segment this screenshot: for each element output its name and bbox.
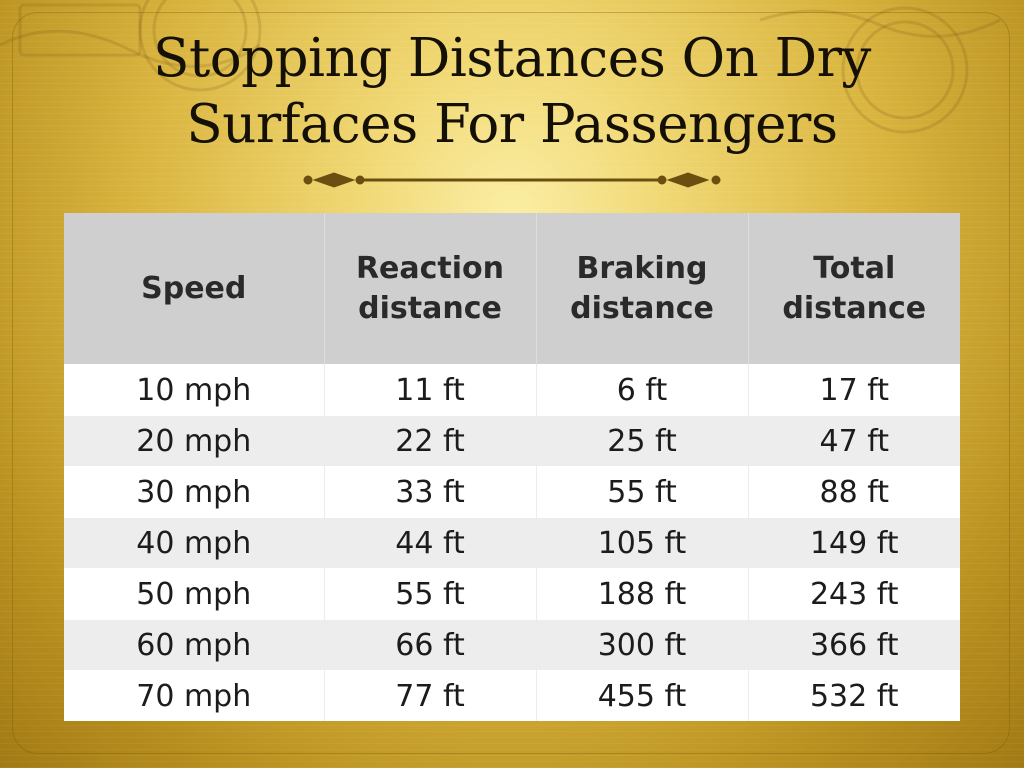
cell-total-distance: 532 ft <box>748 670 960 721</box>
cell-braking-distance: 55 ft <box>536 466 749 518</box>
cell-speed: 20 mph <box>64 415 325 467</box>
header-speed: Speed <box>64 213 325 365</box>
cell-total-distance: 47 ft <box>748 415 960 467</box>
table-row: 40 mph 44 ft 105 ft 149 ft <box>64 517 960 569</box>
cell-braking-distance: 300 ft <box>536 619 749 671</box>
cell-braking-distance: 25 ft <box>536 415 749 467</box>
header-total-distance: Total distance <box>748 213 960 365</box>
cell-reaction-distance: 11 ft <box>324 364 537 416</box>
cell-reaction-distance: 44 ft <box>324 517 537 569</box>
table-header-row: Speed Reaction distance Braking distance… <box>64 213 960 365</box>
cell-reaction-distance: 66 ft <box>324 619 537 671</box>
cell-total-distance: 149 ft <box>748 517 960 569</box>
cell-braking-distance: 455 ft <box>536 670 749 721</box>
ornamental-divider-icon <box>303 172 721 188</box>
header-braking-distance: Braking distance <box>536 213 749 365</box>
cell-reaction-distance: 77 ft <box>324 670 537 721</box>
cell-reaction-distance: 55 ft <box>324 568 537 620</box>
slide-title: Stopping Distances On Dry Surfaces For P… <box>40 26 984 158</box>
cell-braking-distance: 6 ft <box>536 364 749 416</box>
cell-speed: 40 mph <box>64 517 325 569</box>
slide-frame <box>12 12 1010 754</box>
cell-speed: 10 mph <box>64 364 325 416</box>
title-line-2: Surfaces For Passengers <box>186 94 838 155</box>
cell-total-distance: 88 ft <box>748 466 960 518</box>
stopping-distance-table-container: Speed Reaction distance Braking distance… <box>64 213 960 721</box>
cell-speed: 50 mph <box>64 568 325 620</box>
cell-total-distance: 17 ft <box>748 364 960 416</box>
cell-reaction-distance: 33 ft <box>324 466 537 518</box>
table-row: 70 mph 77 ft 455 ft 532 ft <box>64 670 960 721</box>
table-row: 60 mph 66 ft 300 ft 366 ft <box>64 619 960 671</box>
table-row: 20 mph 22 ft 25 ft 47 ft <box>64 415 960 467</box>
table-row: 50 mph 55 ft 188 ft 243 ft <box>64 568 960 620</box>
table-row: 30 mph 33 ft 55 ft 88 ft <box>64 466 960 518</box>
stopping-distance-table: Speed Reaction distance Braking distance… <box>64 213 960 721</box>
table-row: 10 mph 11 ft 6 ft 17 ft <box>64 364 960 416</box>
header-reaction-distance: Reaction distance <box>324 213 537 365</box>
cell-speed: 60 mph <box>64 619 325 671</box>
cell-reaction-distance: 22 ft <box>324 415 537 467</box>
cell-total-distance: 366 ft <box>748 619 960 671</box>
cell-braking-distance: 105 ft <box>536 517 749 569</box>
cell-speed: 70 mph <box>64 670 325 721</box>
title-line-1: Stopping Distances On Dry <box>153 28 871 89</box>
cell-speed: 30 mph <box>64 466 325 518</box>
cell-braking-distance: 188 ft <box>536 568 749 620</box>
cell-total-distance: 243 ft <box>748 568 960 620</box>
